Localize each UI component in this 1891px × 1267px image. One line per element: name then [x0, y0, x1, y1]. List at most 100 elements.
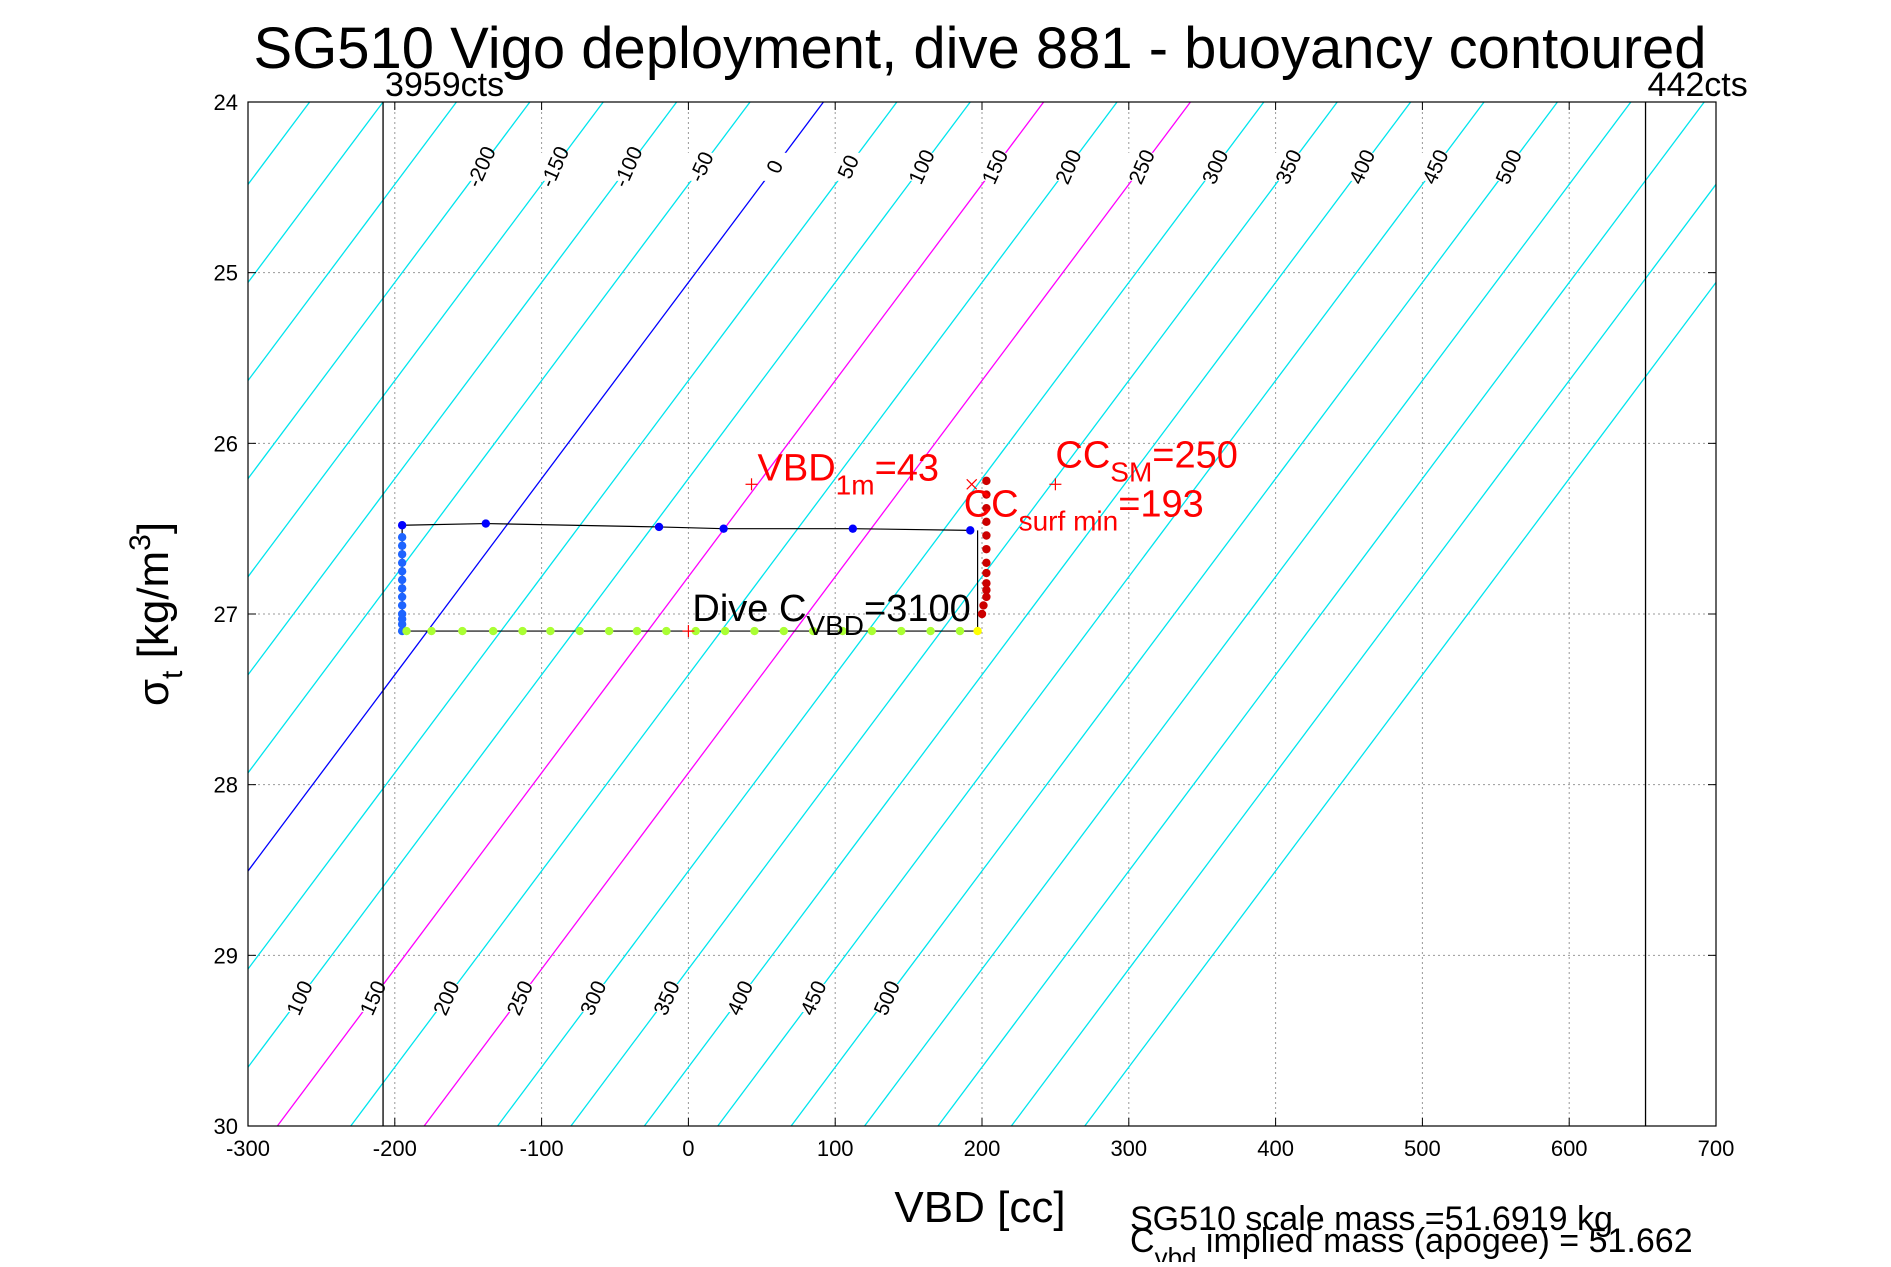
footer-scale-mass: SG510 scale mass =51.6919 kg	[1130, 1200, 1613, 1238]
data-point	[720, 626, 730, 636]
contour-line	[248, 102, 531, 480]
data-point	[397, 592, 407, 602]
x-tick-label: -100	[520, 1136, 564, 1161]
y-tick-label: 24	[214, 90, 238, 115]
data-point	[397, 601, 407, 610]
y-tick-label: 27	[214, 602, 238, 627]
data-point	[654, 522, 664, 532]
x-tick-label: -300	[226, 1136, 270, 1161]
y-ticks: 24 25 26 27 28 29 30	[214, 90, 1716, 1139]
data-point	[397, 584, 407, 593]
vbd-limit-label: 3959cts	[385, 66, 504, 104]
y-tick-label: 26	[214, 431, 238, 456]
contour-line	[423, 102, 1191, 1126]
contour-label-bg	[868, 984, 905, 1012]
x-tick-label: 300	[1110, 1136, 1147, 1161]
vbd-limit-lines: 3959cts 442cts	[382, 66, 1748, 1126]
y-tick-label: 25	[214, 261, 238, 286]
data-point	[397, 541, 407, 550]
data-point	[982, 579, 991, 588]
data-point	[838, 626, 847, 636]
cc-sm-annotation-sub: SM	[1110, 456, 1152, 487]
data-point	[973, 626, 982, 636]
x-tick-label: -200	[373, 1136, 417, 1161]
profile-line	[402, 522, 971, 531]
contour-line	[248, 102, 824, 873]
data-point	[481, 519, 491, 528]
contour-label-bg	[903, 152, 940, 181]
data-point	[977, 609, 987, 619]
data-point	[808, 626, 818, 636]
y-axis-label-sup: 3	[124, 534, 157, 551]
data-point	[488, 626, 498, 636]
x-tick-label: 200	[964, 1136, 1001, 1161]
contour-line	[717, 102, 1485, 1126]
x-tick-label: 100	[817, 1136, 854, 1161]
contour-label-bg	[463, 152, 500, 181]
contour-line	[1084, 281, 1716, 1126]
y-axis-label-symbol: σ	[129, 679, 178, 706]
data-point	[926, 626, 935, 636]
x-tick-label: 400	[1257, 1136, 1294, 1161]
contour-label-bg	[501, 984, 538, 1012]
vbd-limit-label: 442cts	[1648, 66, 1748, 104]
x-tick-label: 600	[1551, 1136, 1588, 1161]
data-point	[779, 626, 789, 636]
dive-cvbd-annotation-value: =3100	[864, 588, 971, 630]
buoyancy-contours	[248, 102, 1716, 1126]
data-point	[982, 490, 991, 499]
contour-line	[1010, 183, 1716, 1126]
contour-line	[643, 102, 1412, 1126]
contour-label-bg	[610, 152, 647, 181]
data-point	[982, 568, 991, 578]
x-tick-label: 0	[682, 1136, 694, 1161]
contour-label-bg	[1344, 152, 1381, 181]
contour-label-bg	[756, 152, 793, 181]
contour-line	[790, 102, 1558, 1126]
data-series	[397, 476, 991, 636]
contour-label-bg	[648, 984, 685, 1012]
data-point	[397, 558, 407, 567]
data-point	[966, 526, 975, 535]
data-point	[427, 626, 436, 636]
cc-surf-min-annotation: CCsurf min=193	[964, 483, 1204, 536]
footer-implied-mass-prefix: C	[1130, 1222, 1155, 1260]
data-point	[982, 585, 991, 595]
data-point	[982, 503, 991, 513]
vbd-1m-annotation-sub: 1m	[836, 469, 875, 500]
data-point	[982, 544, 991, 554]
cc-sm-annotation-main: CC	[1055, 434, 1110, 476]
data-point	[955, 626, 965, 636]
contour-label-bg	[575, 984, 612, 1012]
contour-line	[497, 102, 1265, 1126]
x-axis-label: VBD [cc]	[894, 1183, 1065, 1232]
data-point	[632, 626, 642, 636]
contour-label-bg	[1197, 152, 1234, 181]
y-axis-label-close: ]	[129, 522, 178, 534]
x-marker-b	[966, 478, 978, 490]
contour-label-bg	[795, 984, 832, 1012]
contour-label-bg	[281, 984, 318, 1012]
data-point	[518, 626, 527, 636]
data-point	[982, 476, 991, 486]
data-point	[867, 626, 877, 636]
data-point	[397, 533, 407, 542]
dive-cvbd-annotation: Dive CVBD=3100	[692, 588, 970, 641]
footer-implied-mass: Cvbd implied mass (apogee) = 51.662	[1130, 1222, 1693, 1262]
contour-line	[570, 102, 1338, 1126]
vbd-1m-annotation-value: =43	[875, 447, 939, 489]
data-point	[982, 517, 991, 527]
data-point	[979, 601, 988, 610]
y-axis-label-sub: t	[156, 670, 189, 679]
data-point	[982, 592, 991, 602]
data-point	[750, 626, 759, 636]
data-point	[397, 521, 407, 530]
contour-label-bg	[1270, 152, 1307, 181]
cc-sm-annotation-value: =250	[1152, 434, 1238, 476]
data-point	[719, 524, 728, 533]
y-tick-label: 30	[214, 1114, 238, 1139]
dive-cvbd-annotation-main: Dive C	[692, 588, 806, 630]
data-point	[546, 626, 555, 636]
vbd-1m-annotation-main: VBD	[758, 447, 836, 489]
